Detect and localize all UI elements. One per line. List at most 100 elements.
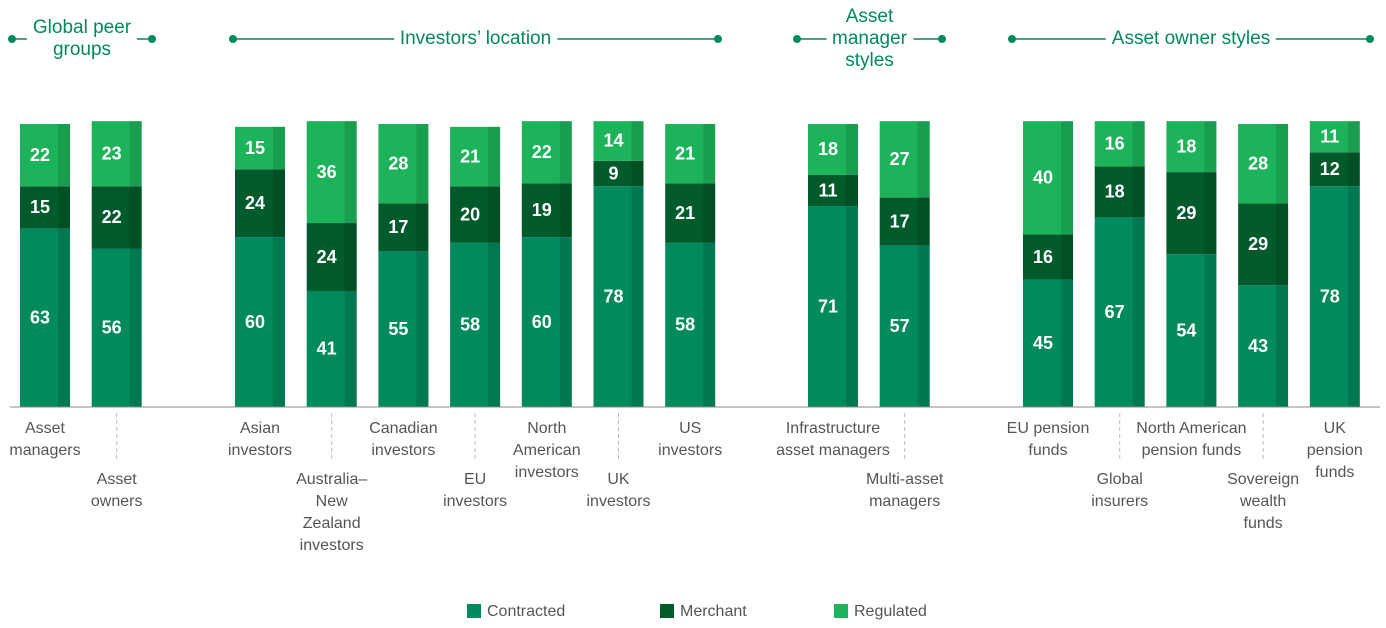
group-dot [714,35,722,43]
data-label: 60 [245,312,265,332]
data-label: 14 [603,131,623,151]
bar-shade [416,203,429,252]
bar-segment [593,121,644,161]
data-label: 56 [102,318,122,338]
data-label: 22 [532,142,552,162]
data-label: 78 [603,286,623,306]
group-dot [938,35,946,43]
bar-segment [521,121,572,184]
data-label: 67 [1105,302,1125,322]
x-tick-label: UK investors [586,471,651,510]
bar-shade [416,124,429,204]
data-label: 16 [1105,134,1125,154]
bar-segment [593,186,644,407]
bar-segment [1094,217,1145,407]
bar-segment [1309,152,1360,187]
data-label: 21 [460,146,480,166]
group-dot [1366,35,1374,43]
bar-shade [846,124,858,175]
x-tick-label: Sovereign wealth funds [1227,471,1300,532]
bar-segment [1238,285,1289,407]
bar-shade [846,174,858,207]
bar-shade [559,183,572,238]
bar-segment [306,290,357,407]
x-tick-label: Asset managers [9,420,81,459]
data-label: 11 [1320,126,1339,146]
bar-shade [917,245,930,407]
data-label: 78 [1320,286,1340,306]
x-tick-label: Infrastructure asset managers [776,420,890,459]
x-tick-label: Asset owners [90,471,143,510]
legend-label: Regulated [854,603,927,620]
data-label: 28 [1248,153,1268,173]
bar-shade [1132,166,1145,218]
bar-shade [1276,203,1289,286]
bar-segment [1166,121,1217,173]
bar-shade [58,124,70,187]
data-label: 22 [30,145,50,165]
bar-shade [1204,121,1217,173]
data-label: 41 [317,339,337,359]
bar-segment [521,183,572,238]
x-tick-label: EU investors [443,471,508,510]
bar-segment [1309,186,1360,407]
bar-segment [593,160,644,187]
bar-shade [1061,121,1073,235]
bar-shade [1347,152,1360,187]
data-label: 57 [890,316,910,336]
bar-segment [235,169,285,238]
bar-shade [1276,285,1289,407]
data-label: 21 [675,143,695,163]
bar-shade [559,121,572,184]
data-label: 19 [532,200,552,220]
group-dot [8,35,16,43]
bar-segment [879,245,930,407]
data-label: 29 [1176,203,1196,223]
x-tick-label: Global insurers [1091,471,1149,510]
bar-shade [917,121,930,198]
data-label: 63 [30,308,50,328]
bar-segment [808,206,858,407]
bar-shade [559,237,572,407]
x-tick-label: UK pension funds [1306,420,1363,481]
group-label: Asset owner styles [1105,28,1277,50]
data-label: 18 [1105,182,1125,202]
bar-shade [1204,172,1217,255]
bar-segment [521,237,572,407]
x-tick-label: Multi-asset managers [866,471,944,510]
legend-swatch [660,604,674,618]
group-label: Asset manager styles [826,6,913,72]
bar-shade [129,121,142,187]
bar-segment [378,203,429,252]
x-tick-label: Australia– New Zealand investors [296,471,368,554]
bar-segment [1094,166,1145,218]
bar-segment [378,124,429,204]
bar-segment [665,242,716,407]
bar-shade [129,186,142,249]
legend-label: Merchant [680,603,747,620]
bar-shade [273,169,285,238]
bar-segment [1238,203,1289,286]
data-label: 18 [1176,136,1196,156]
bar-shade [416,251,429,407]
group-label: Global peer groups [26,17,138,61]
data-label: 21 [675,203,695,223]
data-label: 15 [30,197,50,217]
bar-shade [488,242,501,407]
data-label: 58 [675,315,695,335]
group-dot [793,35,801,43]
bar-shade [1132,217,1145,407]
bar-segment [450,186,501,243]
data-label: 9 [608,163,618,183]
bar-shade [58,228,70,407]
bar-shade [488,126,501,187]
bar-segment [450,242,501,407]
bar-shade [1061,279,1073,407]
legend-swatch [467,604,481,618]
group-dot [229,35,237,43]
x-tick-label: EU pension funds [1006,420,1090,459]
data-label: 58 [460,315,480,335]
bar-segment [91,248,142,407]
bar-shade [344,290,357,407]
